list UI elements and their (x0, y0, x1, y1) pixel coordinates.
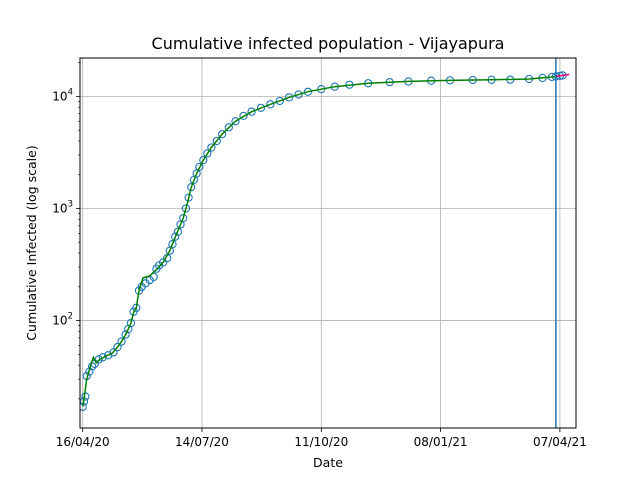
y-tick-label: 103 (52, 199, 73, 215)
data-point (284, 93, 294, 102)
data-point (187, 182, 196, 192)
x-axis-label: Date (313, 455, 343, 470)
data-point (195, 162, 204, 172)
chart-title: Cumulative infected population - Vijayap… (152, 34, 505, 53)
x-tick-label: 08/01/21 (414, 435, 468, 449)
data-point (212, 136, 221, 146)
data-point (207, 143, 216, 152)
data-point (294, 90, 303, 99)
data-point (181, 204, 191, 213)
x-tick-label: 11/10/20 (294, 435, 348, 449)
data-point (199, 155, 208, 165)
data-point (113, 342, 122, 352)
data-point (256, 103, 266, 113)
series-line (81, 75, 561, 407)
grid (80, 58, 576, 428)
plot-series (80, 58, 570, 428)
axes: 16/04/20 14/07/20 11/10/20 08/01/21 07/04/21… (52, 62, 587, 449)
data-point (98, 353, 107, 362)
plot-area (80, 58, 576, 428)
data-point (217, 130, 227, 139)
data-point (247, 107, 256, 116)
plot-frame (79, 57, 577, 429)
x-tick-label: 07/04/21 (533, 435, 587, 449)
data-point (275, 96, 284, 106)
data-point (203, 149, 212, 158)
data-point (149, 272, 158, 282)
data-point (173, 227, 183, 236)
data-point (224, 123, 233, 132)
data-point (179, 213, 188, 223)
y-axis-label: Cumulative Infected (log scale) (24, 145, 39, 340)
y-tick-label: 102 (52, 312, 73, 328)
data-point (171, 232, 180, 241)
x-tick-label: 16/04/20 (56, 435, 110, 449)
data-point (109, 348, 118, 357)
data-point (239, 111, 248, 121)
data-point (168, 240, 177, 249)
y-tick-label: 104 (52, 87, 73, 103)
data-point (126, 318, 136, 328)
series-line (555, 73, 570, 78)
data-point (266, 100, 275, 109)
data-point (117, 337, 126, 346)
x-tick-label: 14/07/20 (175, 435, 229, 449)
data-point (231, 117, 240, 126)
